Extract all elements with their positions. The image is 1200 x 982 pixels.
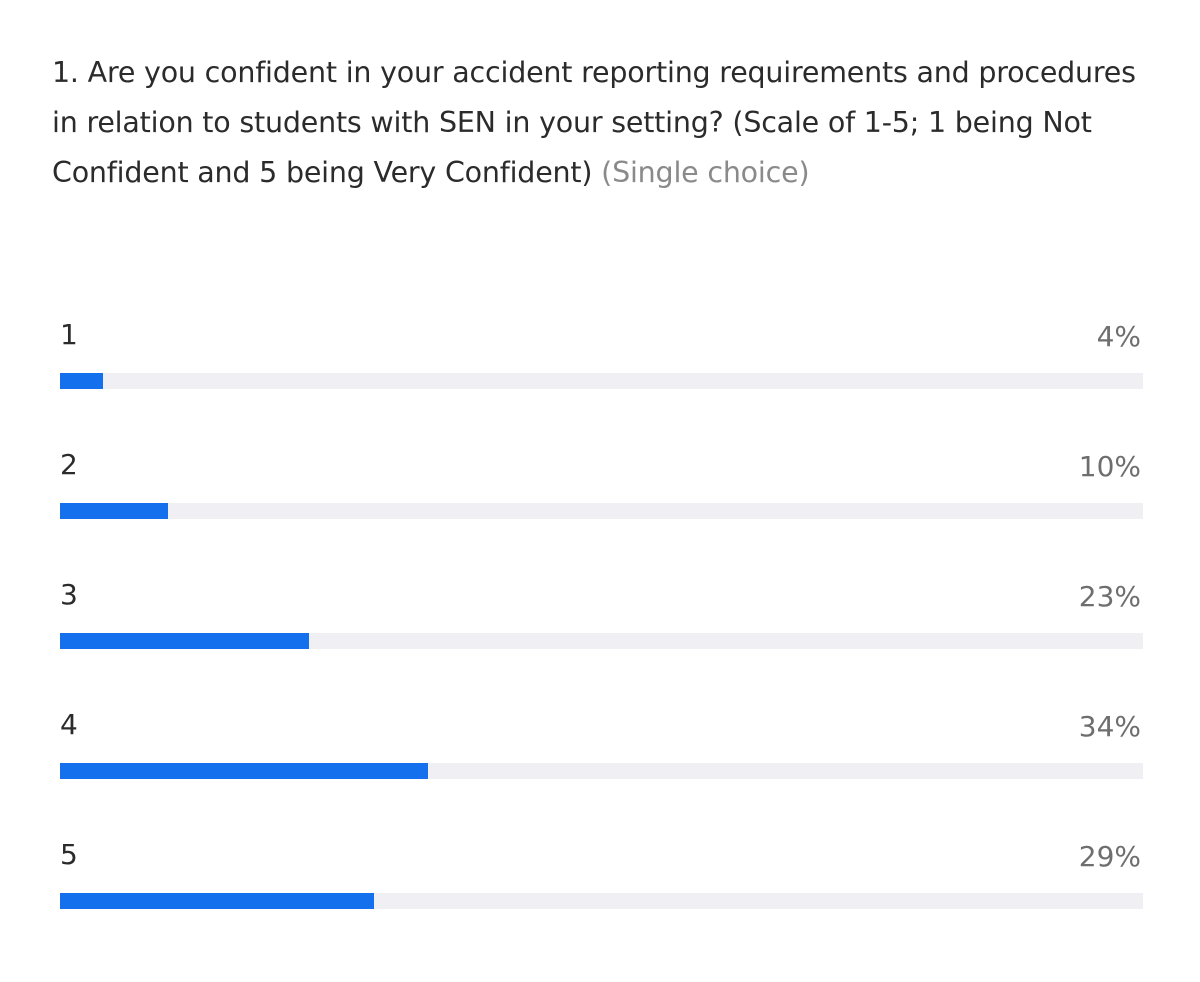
bar-track	[60, 503, 1143, 519]
option-row: 4 34%	[60, 708, 1143, 808]
bar-fill	[60, 503, 169, 519]
option-row: 1 4%	[60, 318, 1143, 418]
option-label: 2	[60, 448, 78, 481]
option-percent: 23%	[1078, 580, 1141, 613]
bar-fill	[60, 893, 375, 909]
bar-fill	[60, 373, 104, 389]
bar-track	[60, 633, 1143, 649]
option-label: 1	[60, 318, 78, 351]
bar-fill	[60, 763, 429, 779]
option-row: 2 10%	[60, 448, 1143, 548]
option-percent: 29%	[1078, 840, 1141, 873]
option-label: 4	[60, 708, 78, 741]
option-percent: 34%	[1078, 710, 1141, 743]
option-row: 5 29%	[60, 838, 1143, 938]
bar-track	[60, 763, 1143, 779]
question-text: 1. Are you confident in your accident re…	[52, 56, 1136, 189]
option-percent: 10%	[1078, 450, 1141, 483]
bar-fill	[60, 633, 310, 649]
option-label: 3	[60, 578, 78, 611]
option-row: 3 23%	[60, 578, 1143, 678]
bar-track	[60, 373, 1143, 389]
option-label: 5	[60, 838, 78, 871]
option-percent: 4%	[1096, 320, 1141, 353]
question-title: 1. Are you confident in your accident re…	[52, 48, 1162, 198]
bar-track	[60, 893, 1143, 909]
question-type: (Single choice)	[601, 156, 810, 189]
